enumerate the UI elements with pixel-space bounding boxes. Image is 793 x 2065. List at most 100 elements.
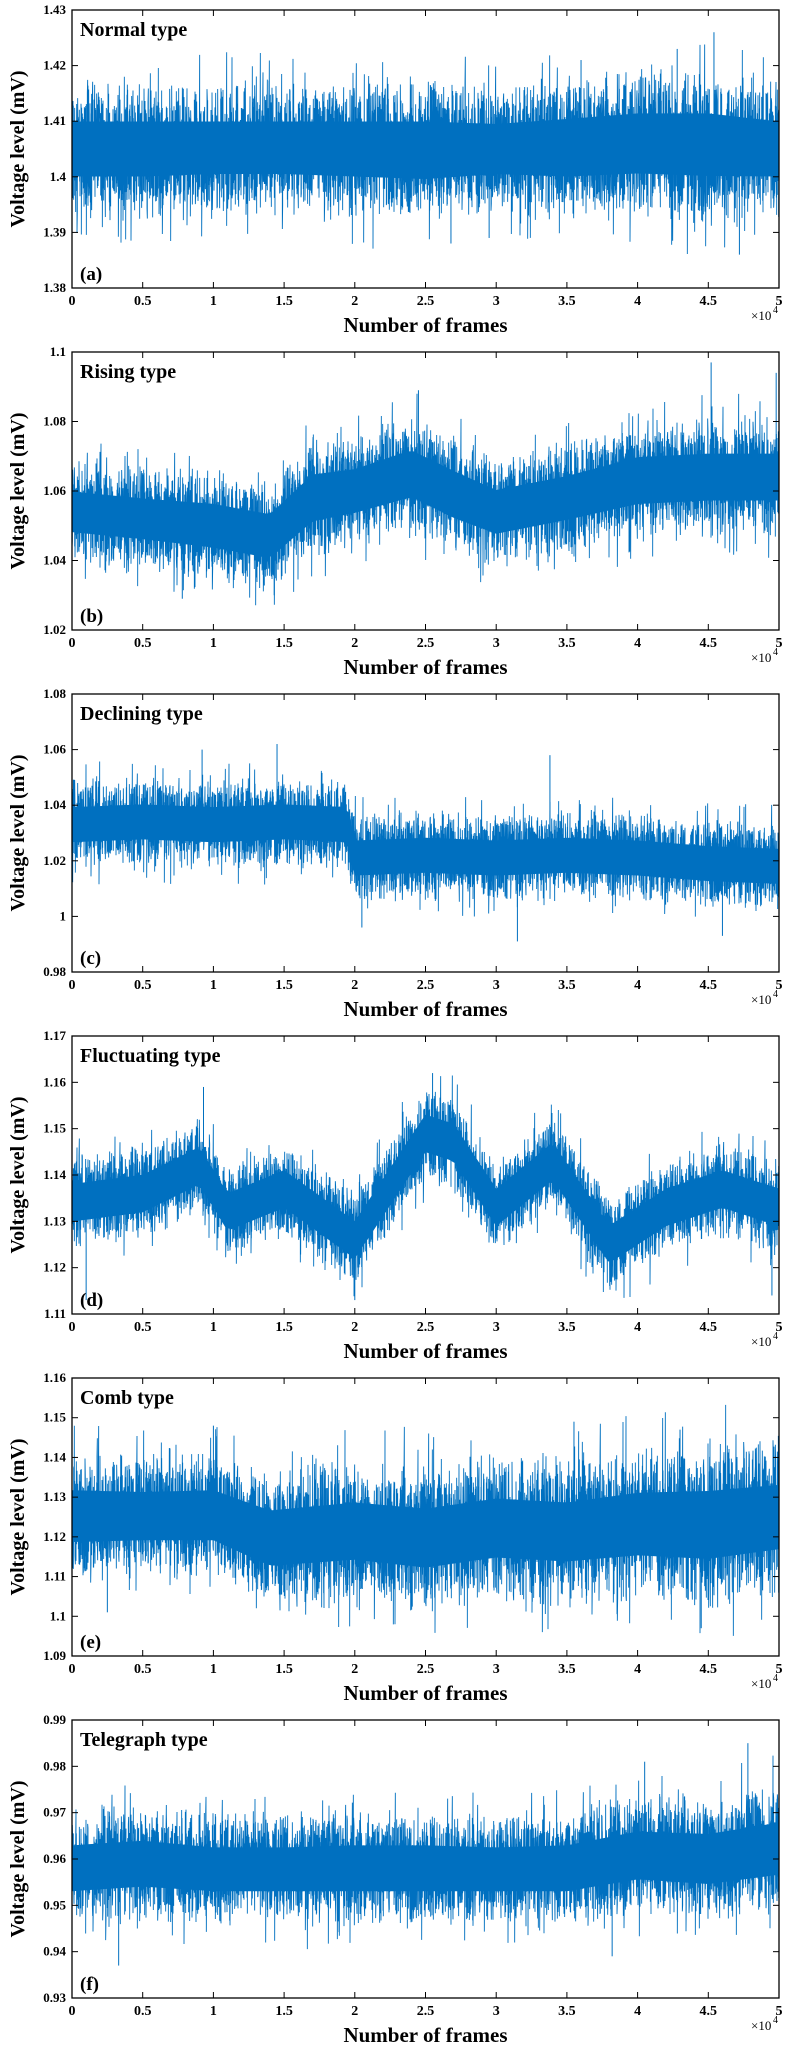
y-tick-label: 0.94 [43, 1944, 66, 1959]
y-tick-label: 1.04 [43, 797, 66, 812]
x-multiplier-exponent: 4 [773, 305, 778, 316]
x-tick-label: 3.5 [558, 636, 576, 651]
x-tick-label: 4.5 [700, 636, 718, 651]
y-tick-label: 1.43 [43, 2, 66, 17]
x-tick-label: 2 [351, 294, 358, 309]
x-tick-label: 3 [493, 1320, 500, 1335]
x-tick-label: 2 [351, 636, 358, 651]
x-tick-label: 4.5 [700, 294, 718, 309]
y-tick-label: 1.02 [43, 853, 66, 868]
x-tick-label: 0.5 [134, 636, 152, 651]
x-tick-label: 0.5 [134, 2004, 152, 2019]
x-tick-label: 3 [493, 636, 500, 651]
x-tick-label: 1 [210, 1320, 217, 1335]
x-multiplier-exponent: 4 [773, 989, 778, 1000]
x-tick-label: 2.5 [417, 294, 435, 309]
y-tick-label: 1.12 [43, 1529, 66, 1544]
y-axis-label: Voltage level (mV) [7, 71, 29, 228]
y-tick-label: 1.38 [43, 280, 66, 295]
y-axis-label: Voltage level (mV) [7, 1781, 29, 1938]
x-tick-label: 0 [69, 1662, 76, 1677]
x-tick-label: 2.5 [417, 978, 435, 993]
signal-trace [72, 744, 779, 942]
x-tick-label: 0 [69, 1320, 76, 1335]
y-tick-label: 1.1 [50, 1608, 66, 1623]
x-tick-label: 4 [634, 978, 641, 993]
panel-title: Rising type [80, 361, 176, 383]
panel-d: 0 0.5 1 1.5 2 2.5 3 3.5 4 4.5 5 1.11 1.12 1.13 1.14 1.1… [0, 1026, 793, 1366]
panel-label: (d) [80, 1290, 103, 1311]
x-tick-label: 4.5 [700, 978, 718, 993]
x-tick-label: 2 [351, 2004, 358, 2019]
signal-core-band [72, 451, 779, 558]
x-multiplier: ×10 [751, 1676, 771, 1691]
y-tick-label: 1.09 [43, 1648, 66, 1663]
y-axis-label: Voltage level (mV) [7, 1097, 29, 1254]
x-tick-label: 1.5 [275, 2004, 293, 2019]
chart-4: 0 0.5 1 1.5 2 2.5 3 3.5 4 4.5 5 1.11 1.12 1.13 1.14 1.1… [7, 1028, 783, 1363]
y-axis-label: Voltage level (mV) [7, 755, 29, 912]
panel-title: Fluctuating type [80, 1045, 221, 1067]
y-tick-label: 1.16 [43, 1370, 66, 1385]
x-tick-label: 0.5 [134, 1320, 152, 1335]
x-tick-label: 3.5 [558, 2004, 576, 2019]
x-tick-label: 1.5 [275, 1662, 293, 1677]
x-tick-label: 1 [210, 978, 217, 993]
x-tick-label: 1 [210, 294, 217, 309]
x-tick-label: 2 [351, 1662, 358, 1677]
y-tick-label: 1.15 [43, 1121, 66, 1136]
x-tick-label: 0 [69, 978, 76, 993]
y-tick-label: 0.95 [43, 1897, 66, 1912]
signal-core-band [72, 1114, 779, 1262]
x-tick-label: 3.5 [558, 294, 576, 309]
panel-e: 0 0.5 1 1.5 2 2.5 3 3.5 4 4.5 5 1.09 1.1 1.11 1.12 1.13… [0, 1368, 793, 1708]
y-tick-label: 1.1 [50, 344, 66, 359]
x-tick-label: 4 [634, 636, 641, 651]
y-tick-label: 1.39 [43, 224, 66, 239]
x-tick-label: 3.5 [558, 1320, 576, 1335]
y-tick-label: 1.08 [43, 686, 66, 701]
x-tick-label: 3.5 [558, 978, 576, 993]
x-multiplier-exponent: 4 [773, 1331, 778, 1342]
x-tick-label: 1.5 [275, 978, 293, 993]
x-axis-label: Number of frames [343, 655, 507, 679]
signal-trace [72, 32, 779, 255]
x-multiplier-exponent: 4 [773, 647, 778, 658]
signal-trace [72, 1073, 779, 1301]
x-tick-label: 5 [776, 2004, 783, 2019]
x-tick-label: 0 [69, 636, 76, 651]
panel-c: 0 0.5 1 1.5 2 2.5 3 3.5 4 4.5 5 0.98 1 1.02 1.04 1.06 1.… [0, 684, 793, 1024]
y-axis-label: Voltage level (mV) [7, 1439, 29, 1596]
x-tick-label: 1 [210, 1662, 217, 1677]
signal-trace [72, 1743, 779, 1966]
y-tick-label: 0.98 [43, 964, 66, 979]
y-tick-label: 1.4 [50, 169, 67, 184]
signal-trace [72, 362, 779, 606]
y-tick-label: 1.15 [43, 1410, 66, 1425]
signal-core-band [72, 1484, 779, 1568]
x-tick-label: 4 [634, 1662, 641, 1677]
x-tick-label: 5 [776, 1320, 783, 1335]
x-axis-label: Number of frames [343, 2023, 507, 2047]
x-tick-label: 2.5 [417, 636, 435, 651]
y-tick-label: 0.93 [43, 1990, 66, 2005]
chart-2: 0 0.5 1 1.5 2 2.5 3 3.5 4 4.5 5 1.02 1.04 1.06 1.08 1.1… [7, 344, 783, 679]
y-tick-label: 1.12 [43, 1260, 66, 1275]
x-tick-label: 4 [634, 1320, 641, 1335]
chart-6: 0 0.5 1 1.5 2 2.5 3 3.5 4 4.5 5 0.93 0.94 0.95 0.96 0.9… [7, 1712, 783, 2047]
x-tick-label: 2.5 [417, 1662, 435, 1677]
x-tick-label: 5 [776, 1662, 783, 1677]
panel-a: 0 0.5 1 1.5 2 2.5 3 3.5 4 4.5 5 1.38 1.39 1.4 1.41 1.42… [0, 0, 793, 340]
x-tick-label: 0 [69, 2004, 76, 2019]
x-tick-label: 4.5 [700, 1662, 718, 1677]
y-tick-label: 1.04 [43, 553, 66, 568]
y-tick-label: 1.02 [43, 622, 66, 637]
x-axis-label: Number of frames [343, 313, 507, 337]
signal-core-band [72, 804, 779, 884]
x-axis-label: Number of frames [343, 997, 507, 1021]
x-multiplier: ×10 [751, 2018, 771, 2033]
x-tick-label: 3 [493, 1662, 500, 1677]
x-multiplier: ×10 [751, 1334, 771, 1349]
panel-label: (e) [80, 1632, 101, 1653]
x-multiplier: ×10 [751, 650, 771, 665]
